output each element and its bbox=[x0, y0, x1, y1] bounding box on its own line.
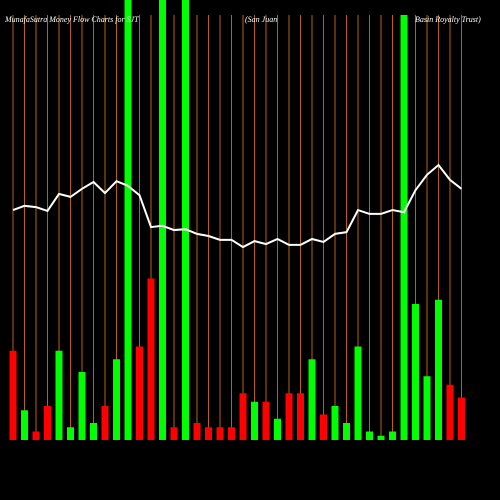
bar bbox=[101, 406, 109, 440]
bar bbox=[205, 427, 212, 440]
bar bbox=[55, 350, 63, 440]
bar bbox=[446, 384, 454, 440]
bar bbox=[297, 393, 304, 440]
chart-title: Basin Royalty Trust) bbox=[415, 15, 481, 24]
bar bbox=[389, 431, 396, 440]
bar bbox=[44, 406, 51, 440]
bar bbox=[159, 0, 166, 440]
bar bbox=[412, 304, 419, 440]
bar bbox=[216, 427, 224, 440]
bar bbox=[170, 427, 178, 440]
bar bbox=[67, 427, 74, 440]
bar bbox=[343, 423, 350, 440]
bar bbox=[331, 406, 339, 440]
bar bbox=[136, 346, 143, 440]
bar bbox=[193, 423, 201, 440]
bar bbox=[320, 414, 327, 440]
bar bbox=[90, 423, 97, 440]
bar bbox=[182, 0, 189, 440]
bar bbox=[113, 359, 120, 440]
bar bbox=[435, 299, 442, 440]
bar bbox=[262, 401, 270, 440]
chart-title: MunafaSutra Money Flow Charts for SJT bbox=[4, 15, 139, 24]
bar bbox=[285, 393, 293, 440]
bar bbox=[423, 376, 431, 440]
bar bbox=[21, 410, 28, 440]
bar bbox=[274, 418, 281, 440]
bar bbox=[354, 346, 362, 440]
bars bbox=[9, 0, 465, 440]
bar bbox=[400, 15, 408, 440]
bar bbox=[147, 278, 155, 440]
bar bbox=[32, 431, 40, 440]
bar bbox=[228, 427, 235, 440]
chart-title: (San Juan bbox=[245, 15, 277, 24]
bar bbox=[366, 431, 373, 440]
bar bbox=[124, 0, 132, 440]
price-line bbox=[12, 163, 463, 249]
bar bbox=[308, 359, 316, 440]
bar bbox=[9, 350, 17, 440]
bar bbox=[377, 435, 385, 440]
bar bbox=[458, 397, 465, 440]
bar bbox=[239, 393, 247, 440]
bar bbox=[251, 401, 258, 440]
bar bbox=[78, 372, 86, 440]
